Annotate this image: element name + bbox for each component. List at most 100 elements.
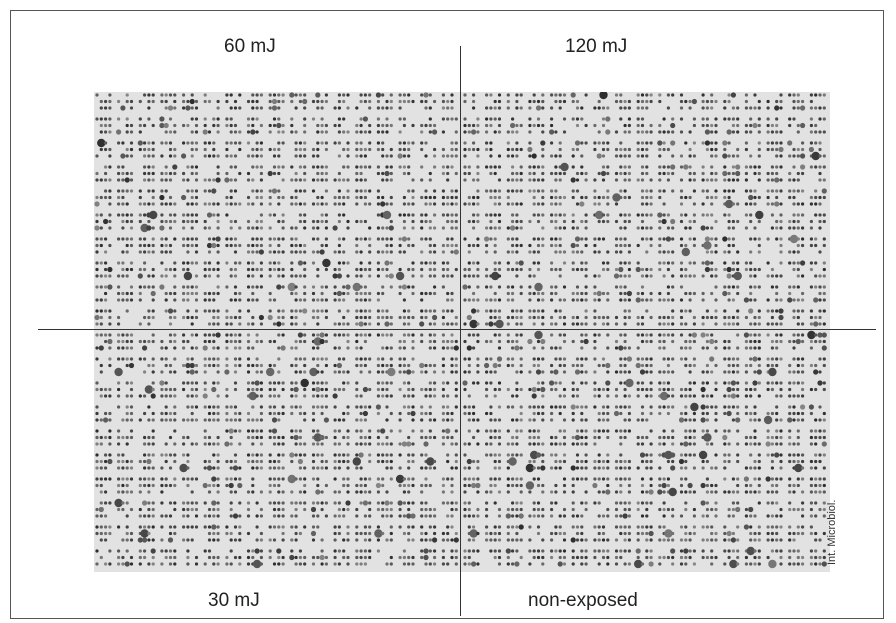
blot-dot xyxy=(190,93,194,97)
blot-dot xyxy=(342,357,346,361)
blot-dot xyxy=(402,490,406,494)
blot-dot xyxy=(493,117,497,121)
blot-dot xyxy=(194,291,199,296)
blot-dot xyxy=(277,418,281,422)
blot-dot xyxy=(627,507,632,512)
blot-dot xyxy=(666,459,671,464)
blot-dot xyxy=(606,370,610,374)
blot-dot xyxy=(259,435,263,440)
blot-dot xyxy=(368,237,372,241)
blot-dot xyxy=(749,387,753,392)
blot-dot xyxy=(584,453,588,457)
blot-dot xyxy=(446,291,450,296)
blot-dot xyxy=(627,298,632,302)
blot-dot xyxy=(679,99,684,104)
blot-dot xyxy=(796,357,800,361)
blot-dot xyxy=(168,418,173,422)
blot-dot xyxy=(104,189,108,193)
blot-dot xyxy=(411,285,415,289)
blot-dot xyxy=(355,322,359,326)
blot-dot xyxy=(541,165,545,169)
blot-dot xyxy=(678,458,685,465)
blot-dot xyxy=(788,405,792,409)
blot-dot xyxy=(99,387,103,392)
blot-dot xyxy=(688,418,692,422)
blot-dot xyxy=(736,123,740,128)
blot-dot xyxy=(775,285,779,289)
blot-dot xyxy=(792,346,796,350)
blot-dot xyxy=(597,99,601,104)
blot-dot xyxy=(753,267,757,272)
blot-dot xyxy=(385,226,389,230)
blot-dot xyxy=(818,322,822,326)
blot-dot xyxy=(787,140,793,146)
blot-dot xyxy=(164,171,168,176)
blot-dot xyxy=(362,500,368,506)
blot-dot xyxy=(216,202,220,206)
blot-dot xyxy=(407,411,411,416)
blot-dot xyxy=(173,346,177,350)
blot-dot xyxy=(766,381,770,385)
blot-dot xyxy=(277,117,281,121)
blot-dot xyxy=(619,477,623,481)
blot-dot xyxy=(554,453,558,457)
blot-dot xyxy=(623,429,627,433)
blot-dot xyxy=(147,171,151,176)
blot-dot xyxy=(580,195,584,200)
blot-dot xyxy=(636,442,640,446)
blot-dot xyxy=(125,202,129,206)
blot-dot xyxy=(337,154,341,158)
blot-dot xyxy=(493,250,497,254)
blot-dot xyxy=(251,99,255,104)
blot-dot xyxy=(736,381,740,385)
blot-dot xyxy=(510,122,516,129)
blot-dot xyxy=(511,154,515,158)
blot-dot xyxy=(99,117,103,121)
blot-dot xyxy=(640,226,645,230)
blot-dot xyxy=(506,93,510,97)
blot-dot xyxy=(671,442,675,446)
blot-dot xyxy=(420,267,424,272)
blot-dot xyxy=(138,130,142,134)
blot-dot xyxy=(151,154,155,158)
blot-dot xyxy=(511,202,515,206)
blot-dot xyxy=(701,189,705,193)
blot-dot xyxy=(337,357,341,361)
blot-dot xyxy=(398,267,402,272)
blot-dot xyxy=(433,261,437,265)
blot-dot xyxy=(289,92,295,98)
blot-dot xyxy=(342,435,346,440)
blot-dot xyxy=(801,189,805,193)
blot-dot xyxy=(736,442,740,446)
blot-dot xyxy=(714,405,718,409)
blot-dot xyxy=(290,99,294,104)
blot-dot xyxy=(420,418,424,422)
blot-dot xyxy=(497,261,502,265)
blot-dot xyxy=(402,339,406,344)
blot-dot xyxy=(558,226,562,230)
blot-dot xyxy=(627,309,632,313)
blot-dot xyxy=(550,202,554,206)
blot-dot xyxy=(206,212,213,218)
blot-dot xyxy=(355,507,359,512)
blot-dot xyxy=(463,117,467,121)
blot-dot xyxy=(511,418,515,422)
blot-dot xyxy=(267,170,273,177)
blot-dot xyxy=(129,147,134,152)
blot-dot xyxy=(692,453,697,457)
blot-dot xyxy=(757,453,761,457)
blot-dot xyxy=(190,322,194,326)
blot-dot xyxy=(320,171,324,176)
blot-dot xyxy=(117,429,121,433)
blot-dot xyxy=(779,226,783,230)
blot-dot xyxy=(550,106,554,110)
blot-dot xyxy=(143,370,147,374)
blot-dot xyxy=(316,357,320,361)
blot-dot xyxy=(151,333,155,337)
blot-dot xyxy=(160,490,164,494)
blot-dot xyxy=(640,490,645,494)
blot-dot xyxy=(355,141,359,145)
blot-dot xyxy=(433,267,437,272)
blot-dot xyxy=(467,243,471,248)
blot-dot xyxy=(303,453,307,457)
